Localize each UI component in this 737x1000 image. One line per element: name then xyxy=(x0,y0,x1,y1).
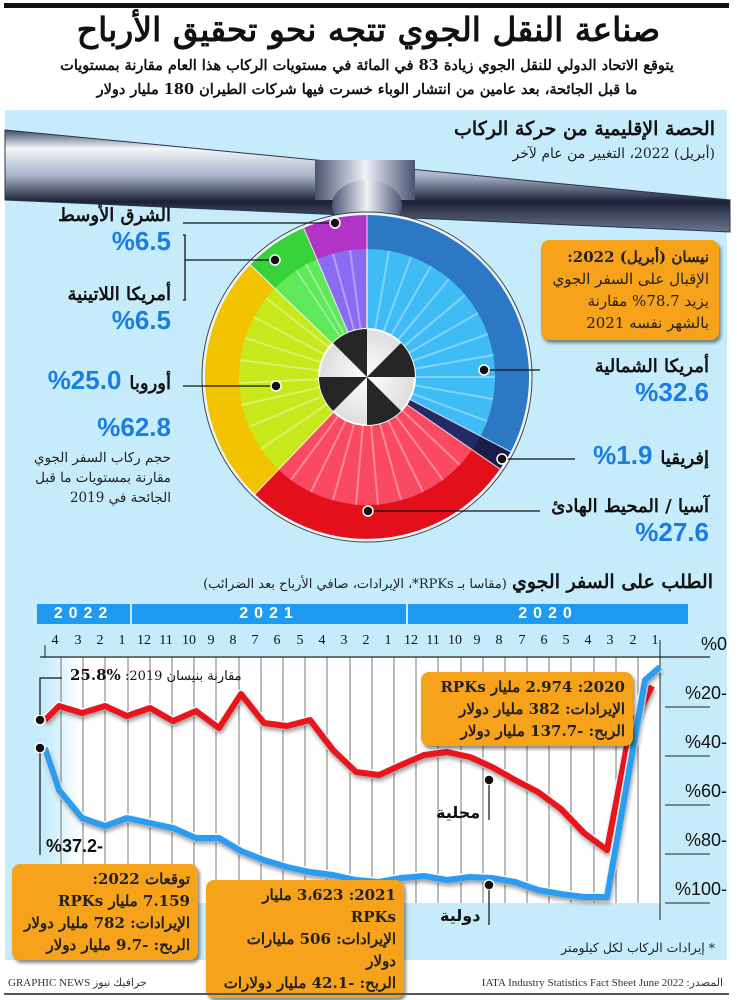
domestic-endpoint-dot xyxy=(34,714,46,726)
pie-dot-middle-east xyxy=(329,217,341,229)
year-bar-2021: 2021 xyxy=(132,604,406,624)
region-label-latin-america: أمريكا اللاتينية %6.5 xyxy=(67,284,171,335)
demand-section-title: الطلب على السفر الجوي (مقاسا بـ RPKs*، ا… xyxy=(203,571,713,593)
april-2022-callout: نيسان (أبريل) 2022: الإقبال على السفر ال… xyxy=(541,240,719,340)
year-bar-2022: 2022 xyxy=(37,604,130,624)
series-label-international: دولية xyxy=(440,906,481,925)
region-label-africa: إفريقيا %1.9 xyxy=(593,440,709,470)
region-label-middle-east: الشرق الأوسط %6.5 xyxy=(58,205,171,256)
page-subtitle: يتوقع الاتحاد الدولي للنقل الجوي زيادة 8… xyxy=(14,54,720,102)
subtitle-line-2: ما قبل الجائحة، بعد عامين من انتشار الوب… xyxy=(96,81,638,98)
domestic-april-annotation: مقارنة بنيسان 2019: %25.8 xyxy=(70,666,242,684)
summary-box-2020: 2020: 2.974 مليار RPKs الإيرادات: 382 مل… xyxy=(421,672,633,746)
regional-section-subtitle: (أبريل) 2022، التغيير من عام لآخر xyxy=(512,146,715,162)
region-label-north-america: أمريكا الشمالية %32.6 xyxy=(594,356,709,407)
total-volume-block: %62.8 xyxy=(97,412,171,442)
regional-share-pie xyxy=(183,211,575,543)
summary-box-2021: 2021: 3،623 مليار RPKs الإيرادات: 506 مل… xyxy=(206,880,404,998)
y-label-20: %20- xyxy=(684,683,727,703)
pie-dot-north-america xyxy=(478,364,490,376)
regional-section-title: الحصة الإقليمية من حركة الركاب xyxy=(454,118,715,140)
pie-dot-latin-america xyxy=(269,254,281,266)
international-april-value: %37.2- xyxy=(46,836,104,856)
source-credit: المصدر: IATA Industry Statistics Fact Sh… xyxy=(481,977,723,989)
pie-dot-europe xyxy=(270,380,282,392)
series-label-domestic: محلية xyxy=(436,803,481,822)
rpk-footnote: * إيرادات الركاب لكل كيلومتر xyxy=(561,940,715,955)
y-label-80: %80- xyxy=(684,830,727,850)
y-label-0: %0 xyxy=(700,634,727,654)
region-label-asia-pacific: آسيا / المحيط الهادئ %27.6 xyxy=(551,496,709,547)
pie-dot-africa xyxy=(496,453,508,465)
year-bar-2020: 2020 xyxy=(408,604,688,624)
y-label-40: %40- xyxy=(684,732,727,752)
page-title: صناعة النقل الجوي تتجه نحو تحقيق الأرباح xyxy=(76,10,661,49)
international-label-dot xyxy=(483,879,495,891)
region-label-europe: أوروبا %25.0 xyxy=(47,365,171,395)
forecast-box-2022: توقعات 2022: 7.159 مليار RPKs الإيرادات:… xyxy=(12,864,198,960)
demand-line-chart xyxy=(34,640,710,925)
pie-dot-asia-pacific xyxy=(362,505,374,517)
y-label-60: %60- xyxy=(684,781,727,801)
total-volume-note: حجم ركاب السفر الجوي مقارنة بمستويات ما … xyxy=(34,450,171,506)
domestic-label-dot xyxy=(483,774,495,786)
bottom-rule xyxy=(4,993,729,995)
international-endpoint-dot xyxy=(34,742,46,754)
top-rule xyxy=(4,3,729,8)
graphic-news-credit: GRAPHIC NEWS جرافيك نيوز xyxy=(8,977,147,989)
y-label-100: %100- xyxy=(674,879,727,899)
subtitle-line-1: يتوقع الاتحاد الدولي للنقل الجوي زيادة 8… xyxy=(60,57,674,74)
